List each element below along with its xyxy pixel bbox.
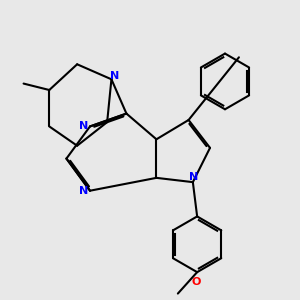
Text: N: N <box>79 186 88 196</box>
Text: N: N <box>79 122 88 131</box>
Text: O: O <box>192 277 201 287</box>
Text: N: N <box>110 71 119 81</box>
Text: N: N <box>189 172 198 182</box>
